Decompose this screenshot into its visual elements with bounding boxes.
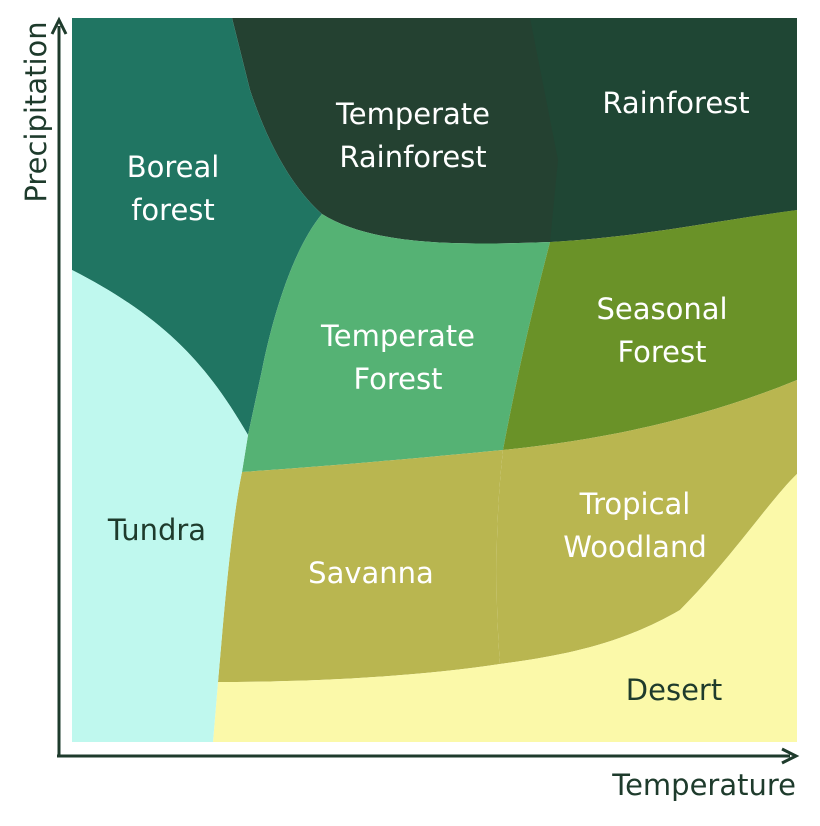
region-savanna (218, 450, 503, 682)
region-tundra (72, 270, 248, 742)
temperate-rainforest-label-line: Rainforest (339, 140, 486, 174)
region-rainforest (530, 18, 797, 242)
label-temperate-forest: Temperate Forest (320, 319, 475, 396)
label-savanna: Savanna (308, 556, 434, 590)
label-seasonal-forest: Seasonal Forest (596, 292, 727, 369)
temperate-forest-label-line: Temperate (320, 319, 475, 353)
temperate-rainforest-label-line: Temperate (335, 97, 490, 131)
region-temperate-forest (242, 214, 550, 472)
label-boreal-forest: Boreal forest (127, 150, 220, 227)
y-axis-arrow-icon (50, 16, 68, 35)
tropical-woodland-label-line: Woodland (563, 530, 707, 564)
seasonal-forest-label-line: Seasonal (596, 292, 727, 326)
boreal-forest-label-line: Boreal (127, 150, 220, 184)
region-seasonal-forest (503, 210, 797, 450)
tundra-label-line: Tundra (107, 513, 206, 547)
seasonal-forest-label-line: Forest (618, 335, 707, 369)
label-desert: Desert (626, 673, 722, 707)
rainforest-label-line: Rainforest (602, 86, 749, 120)
savanna-label-line: Savanna (308, 556, 434, 590)
region-desert (213, 474, 797, 742)
region-boreal-forest (72, 18, 322, 435)
label-tropical-woodland: Tropical Woodland (563, 487, 707, 564)
x-axis-arrow-icon (781, 747, 800, 765)
x-axis-title: Temperature (611, 768, 796, 802)
y-axis-title: Precipitation (19, 21, 53, 202)
region-tropical-woodland (496, 380, 797, 664)
axes (50, 16, 800, 765)
label-tundra: Tundra (107, 513, 206, 547)
tropical-woodland-label-line: Tropical (579, 487, 691, 521)
desert-label-line: Desert (626, 673, 722, 707)
boreal-forest-label-line: forest (131, 193, 215, 227)
temperate-forest-label-line: Forest (354, 362, 443, 396)
label-rainforest: Rainforest (602, 86, 749, 120)
label-temperate-rainforest: Temperate Rainforest (335, 97, 490, 174)
